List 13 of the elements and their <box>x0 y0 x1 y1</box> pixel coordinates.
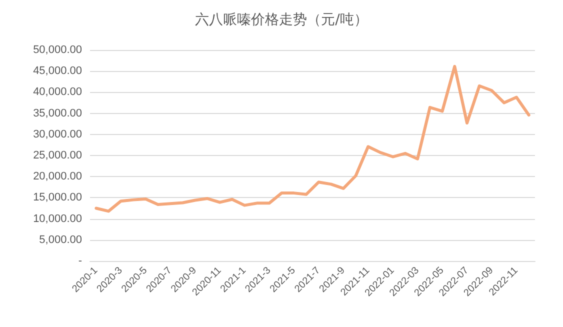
y-tick-label: 40,000.00 <box>33 86 82 98</box>
y-tick-label: 45,000.00 <box>33 65 82 78</box>
y-tick-label: 20,000.00 <box>33 170 82 183</box>
y-tick-label: 25,000.00 <box>33 150 82 162</box>
y-tick-label: 50,000.00 <box>33 44 82 56</box>
y-tick-label: 35,000.00 <box>33 107 82 120</box>
line-series <box>94 64 530 213</box>
y-tick-label: 15,000.00 <box>33 192 82 204</box>
y-tick-label: 30,000.00 <box>33 128 82 140</box>
y-tick-label: - <box>78 255 82 267</box>
chart-title: 六八哌嗪价格走势（元/吨） <box>195 12 368 28</box>
y-tick-label: 5,000.00 <box>39 234 82 246</box>
y-tick-label: 10,000.00 <box>33 212 82 225</box>
